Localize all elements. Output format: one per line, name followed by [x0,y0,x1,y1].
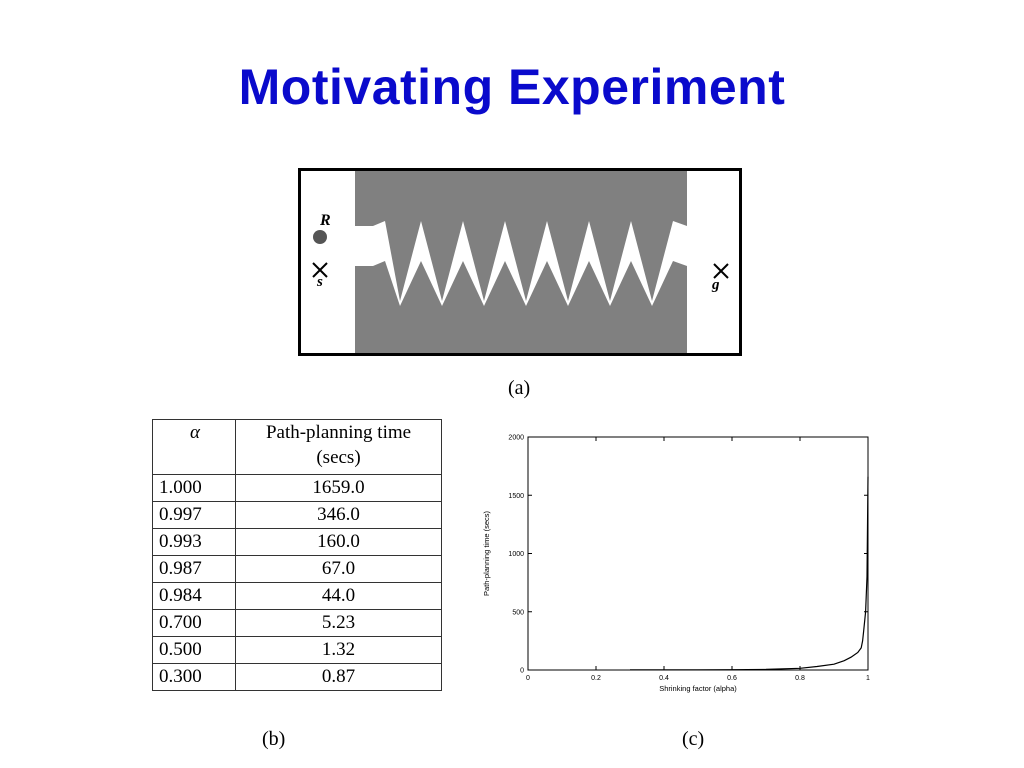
y-tick-label: 1000 [508,551,524,558]
series-line [630,476,869,671]
table-row: 0.500 1.32 [152,636,442,664]
start-label: s [316,274,323,290]
slide-title: Motivating Experiment [238,59,786,115]
y-tick-label: 2000 [508,435,524,442]
y-tick-label: 500 [512,609,524,616]
time-header: Path-planning time (secs) [235,419,442,475]
x-tick-label: 0.8 [795,675,805,682]
y-tick-label: 0 [520,668,524,675]
caption-a: (a) [508,377,531,399]
table-row: 0.300 0.87 [152,663,442,691]
robot-label: R [319,212,331,229]
alpha-header: α [152,419,236,475]
x-tick-label: 0.4 [659,675,669,682]
x-tick-label: 0 [526,675,530,682]
table-row: 0.700 5.23 [152,609,442,637]
caption-c: (c) [682,728,705,750]
time-vs-alpha-chart: 0 0.2 0.4 0.6 0.8 1 0 500 1000 1500 2000 Shrinking … [482,435,870,694]
environment-diagram: R s g [298,168,742,356]
x-tick-label: 1 [866,675,870,682]
goal-marker [713,263,729,279]
table-row: 1.000 1659.0 [152,474,442,502]
table-row: 0.997 346.0 [152,501,442,529]
y-axis-label: Path-planning time (secs) [482,510,491,596]
robot-marker [313,230,327,244]
x-tick-label: 0.2 [591,675,601,682]
table-row: 0.984 44.0 [152,582,442,610]
plot-frame [527,436,869,671]
results-table: α Path-planning time (secs) 1.000 1659.0 0… [152,419,442,691]
zigzag-passage [355,221,687,306]
x-axis-label: Shrinking factor (alpha) [659,684,737,693]
caption-b: (b) [262,728,286,750]
goal-label: g [711,277,720,293]
table-row: 0.987 67.0 [152,555,442,583]
table-header-row: α Path-planning time (secs) [152,419,442,475]
table-row: 0.993 160.0 [152,528,442,556]
x-tick-label: 0.6 [727,675,737,682]
y-tick-label: 1500 [508,493,524,500]
start-marker [312,262,328,278]
